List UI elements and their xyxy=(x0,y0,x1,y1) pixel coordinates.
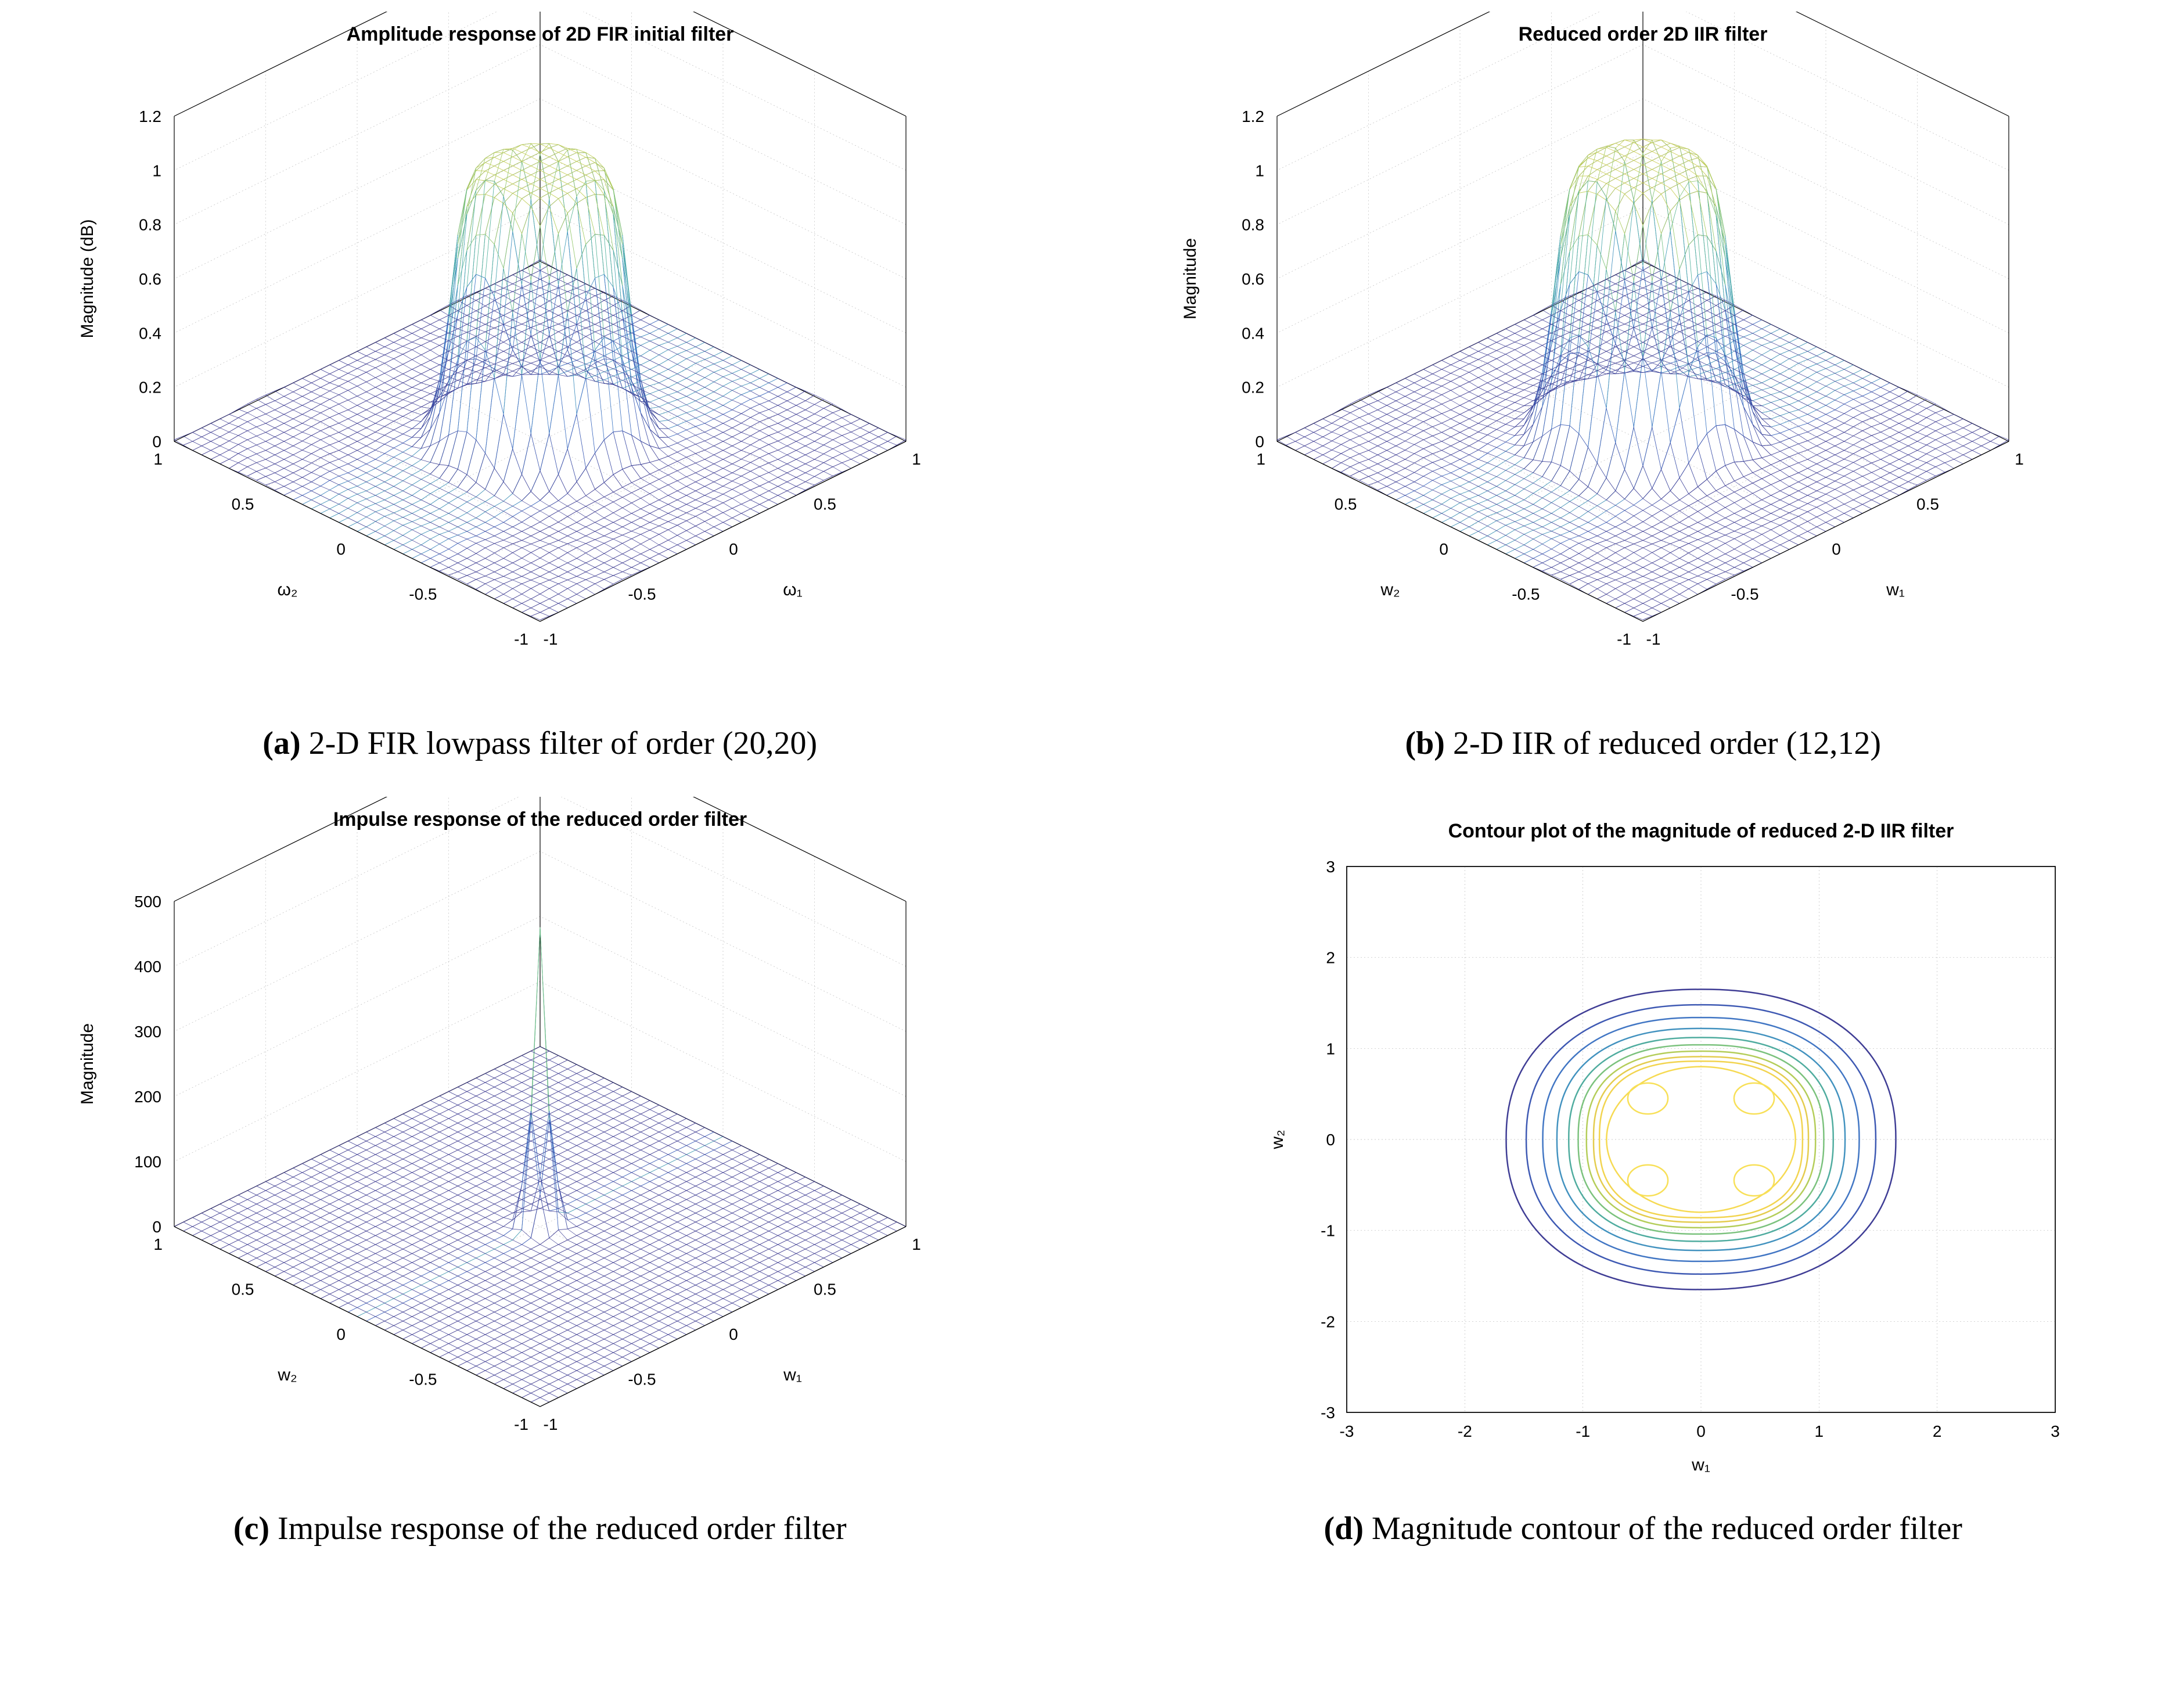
plot-b: -1-0.500.51-1-0.500.5100.20.40.60.811.2w… xyxy=(1149,12,2137,709)
svg-text:0.5: 0.5 xyxy=(1916,495,1939,513)
svg-text:1: 1 xyxy=(1256,161,1265,179)
caption-text: Magnitude contour of the reduced order f… xyxy=(1364,1511,1962,1547)
caption-text: 2-D IIR of reduced order (12,12) xyxy=(1445,725,1881,761)
svg-text:Magnitude (dB): Magnitude (dB) xyxy=(78,219,97,338)
plot-d: -3-2-10123-3-2-10123w₁w₂Contour plot of … xyxy=(1149,797,2137,1494)
svg-text:ω₁: ω₁ xyxy=(783,580,803,599)
svg-text:-0.5: -0.5 xyxy=(409,585,437,603)
svg-text:0.2: 0.2 xyxy=(139,379,161,397)
svg-text:0.5: 0.5 xyxy=(231,495,254,513)
panel-c: -1-0.500.51-1-0.500.510100200300400500w₁… xyxy=(12,797,1069,1547)
caption-tag: (c) xyxy=(233,1511,269,1547)
figure-grid: -1-0.500.51-1-0.500.5100.20.40.60.811.2ω… xyxy=(12,12,2171,1547)
svg-text:ω₂: ω₂ xyxy=(277,580,297,599)
plot-c: -1-0.500.51-1-0.500.510100200300400500w₁… xyxy=(46,797,1034,1494)
svg-text:-1: -1 xyxy=(514,630,528,648)
svg-text:0: 0 xyxy=(1440,540,1449,558)
svg-text:1: 1 xyxy=(2015,450,2024,468)
caption-d: (d) Magnitude contour of the reduced ord… xyxy=(1324,1510,1962,1547)
svg-text:-1: -1 xyxy=(543,630,558,648)
svg-text:0: 0 xyxy=(336,540,346,558)
svg-text:-1: -1 xyxy=(1617,630,1631,648)
svg-text:0.6: 0.6 xyxy=(1242,270,1264,288)
panel-d: -3-2-10123-3-2-10123w₁w₂Contour plot of … xyxy=(1115,797,2172,1547)
panel-b: -1-0.500.51-1-0.500.5100.20.40.60.811.2w… xyxy=(1115,12,2172,762)
svg-text:0: 0 xyxy=(152,433,161,451)
caption-a: (a) 2-D FIR lowpass filter of order (20,… xyxy=(262,725,817,762)
svg-text:Magnitude: Magnitude xyxy=(1181,238,1200,319)
svg-text:w₂: w₂ xyxy=(1380,580,1400,599)
svg-text:-0.5: -0.5 xyxy=(628,585,656,603)
caption-tag: (d) xyxy=(1324,1511,1364,1547)
svg-text:0: 0 xyxy=(729,540,738,558)
svg-text:0.4: 0.4 xyxy=(139,324,161,342)
svg-text:1: 1 xyxy=(153,450,163,468)
svg-text:0.5: 0.5 xyxy=(1335,495,1357,513)
svg-text:0: 0 xyxy=(1256,433,1265,451)
caption-text: 2-D FIR lowpass filter of order (20,20) xyxy=(301,725,818,761)
caption-b: (b) 2-D IIR of reduced order (12,12) xyxy=(1405,725,1881,762)
svg-text:Amplitude response of 2D FIR i: Amplitude response of 2D FIR initial fil… xyxy=(346,23,733,45)
plot-a: -1-0.500.51-1-0.500.5100.20.40.60.811.2ω… xyxy=(46,12,1034,709)
caption-tag: (b) xyxy=(1405,725,1444,761)
caption-tag: (a) xyxy=(262,725,300,761)
svg-text:0.6: 0.6 xyxy=(139,270,161,288)
svg-text:-0.5: -0.5 xyxy=(1731,585,1759,603)
svg-text:0.8: 0.8 xyxy=(139,216,161,234)
caption-c: (c) Impulse response of the reduced orde… xyxy=(233,1510,847,1547)
svg-text:1: 1 xyxy=(1257,450,1266,468)
svg-text:1: 1 xyxy=(912,450,921,468)
svg-text:0.4: 0.4 xyxy=(1242,324,1264,342)
svg-text:0: 0 xyxy=(1832,540,1841,558)
svg-text:Reduced order 2D IIR filter: Reduced order 2D IIR filter xyxy=(1519,23,1768,45)
svg-text:0.2: 0.2 xyxy=(1242,379,1264,397)
caption-text: Impulse response of the reduced order fi… xyxy=(269,1511,847,1547)
svg-text:-0.5: -0.5 xyxy=(1512,585,1540,603)
panel-a: -1-0.500.51-1-0.500.5100.20.40.60.811.2ω… xyxy=(12,12,1069,762)
svg-text:w₁: w₁ xyxy=(1886,580,1905,599)
svg-text:0.5: 0.5 xyxy=(814,495,836,513)
svg-text:0.8: 0.8 xyxy=(1242,216,1264,234)
svg-text:1.2: 1.2 xyxy=(1242,107,1264,125)
svg-text:1: 1 xyxy=(152,161,161,179)
svg-text:1.2: 1.2 xyxy=(139,107,161,125)
svg-text:-1: -1 xyxy=(1646,630,1661,648)
